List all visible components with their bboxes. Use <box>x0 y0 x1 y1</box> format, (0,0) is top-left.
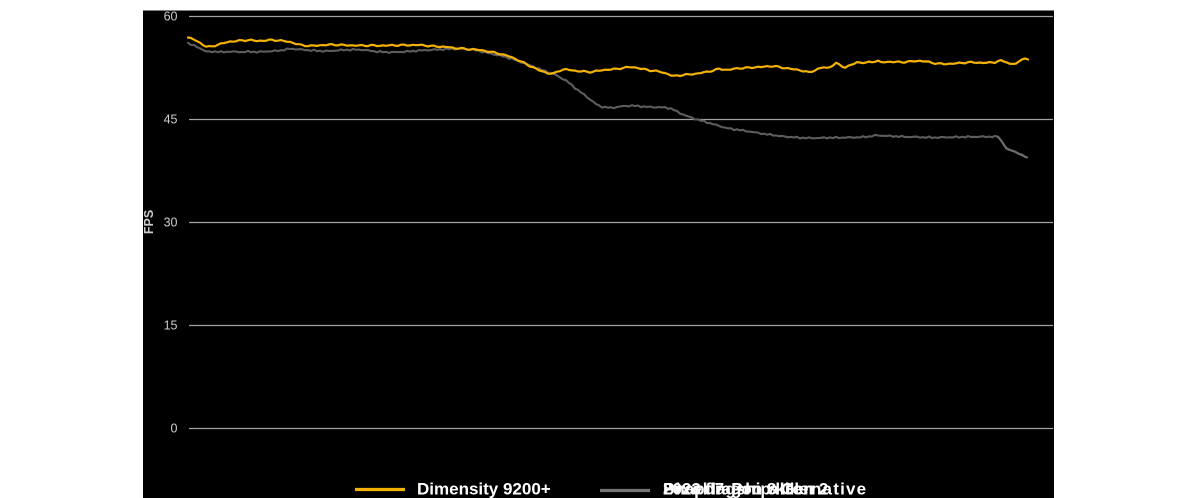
svg-text:30: 30 <box>164 216 178 230</box>
svg-text:Snapdragon 8 Gen 2: Snapdragon 8 Gen 2 <box>663 480 828 498</box>
svg-text:45: 45 <box>164 113 178 127</box>
svg-text:0: 0 <box>171 422 178 436</box>
svg-text:15: 15 <box>164 319 178 333</box>
svg-text:Dimensity 9200+: Dimensity 9200+ <box>417 480 551 498</box>
svg-text:60: 60 <box>164 10 178 24</box>
svg-text:Pixel 7 Pro alternative: Pixel 7 Pro alternative <box>663 480 867 498</box>
svg-text:2023 flagship killer: 2023 flagship killer <box>663 480 816 498</box>
svg-text:FPS: FPS <box>142 210 156 234</box>
